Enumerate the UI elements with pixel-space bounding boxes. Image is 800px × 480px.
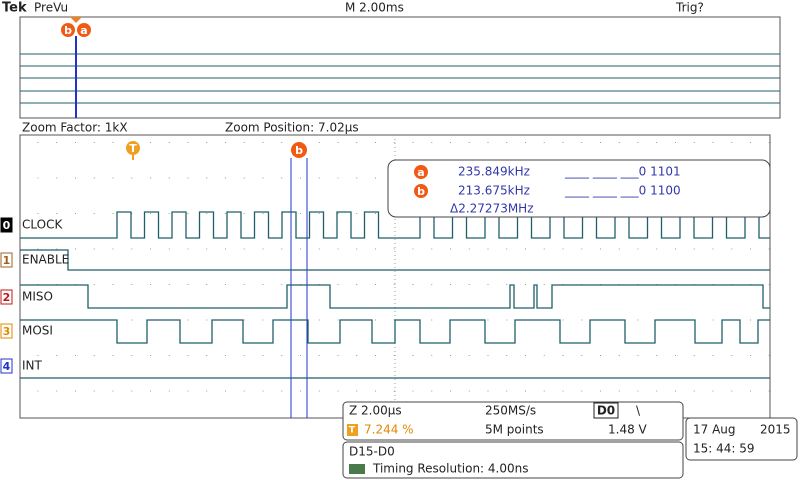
zoom-position: Zoom Position: 7.02µs: [225, 121, 359, 135]
readout-badge: [414, 184, 428, 198]
readout-rows: a 235.849kHz ____ ____ ___0 1101 b 213.675kH…: [414, 165, 681, 198]
channel-number: 0: [3, 219, 11, 232]
trigger-icon: [347, 424, 358, 436]
timebase: M 2.00ms: [345, 1, 404, 15]
channel-badge: [0, 358, 13, 374]
datetime-box: [685, 417, 798, 461]
channel-number: 2: [3, 291, 11, 304]
zoom-factor: Zoom Factor: 1kX: [22, 121, 128, 135]
cursor-readout: [387, 159, 771, 218]
trigger-source: D0: [597, 404, 615, 418]
channel-name: CLOCK: [22, 218, 63, 232]
time: 15: 44: 59: [693, 442, 755, 456]
channel-number: 1: [3, 254, 11, 267]
enable-trace: [20, 249, 770, 271]
bus-icon: [349, 464, 365, 474]
channel-badge: [0, 323, 13, 339]
cursor-b-badge: [61, 23, 75, 37]
trigger-pointer: [70, 17, 82, 23]
bus-box: [342, 441, 684, 479]
brand: Tek: [2, 1, 27, 16]
bus-name: D15-D0: [349, 445, 395, 459]
channel-name: ENABLE: [22, 253, 69, 267]
overview-panel: [19, 16, 781, 119]
channel-number: 4: [3, 360, 11, 373]
delta: Δ2.27273MHz: [450, 202, 534, 216]
overview-traces: [20, 53, 780, 104]
zoom-scale: Z 2.00µs: [349, 404, 402, 418]
mosi-trace: [20, 319, 770, 344]
channel-name: MISO: [22, 290, 53, 304]
channel-number: 3: [3, 325, 11, 338]
readout-marker: b: [417, 185, 425, 198]
date: 17 Aug: [693, 423, 736, 437]
miso-trace: [20, 284, 770, 309]
cursor-b-label: b: [64, 24, 72, 37]
source-box: [593, 402, 619, 419]
year: 2015: [760, 423, 791, 437]
trigger-badge: [126, 141, 140, 155]
readout-frequency: 213.675kHz: [458, 184, 530, 198]
zoom-cursor-badge: [291, 142, 307, 158]
trigger-icon-label: T: [349, 426, 356, 436]
channel-name: INT: [22, 359, 43, 373]
readout-badge: [414, 165, 428, 179]
trigger-level: 1.48 V: [608, 423, 648, 437]
cursor-a-label: a: [80, 24, 87, 37]
readout-bits: ____ ____ ___0 1100: [564, 184, 681, 198]
channel-labels: 0 CLOCK 1 ENABLE 2 MISO 3 MOSI 4 INT: [0, 217, 69, 374]
channel-badge: [0, 289, 13, 305]
trigger-slope: \: [636, 404, 641, 418]
trigger-position: 7.244 %: [364, 423, 414, 437]
mode: PreVu: [34, 1, 68, 15]
zoom-cursor-label: b: [295, 144, 303, 157]
readout-bits: ____ ____ ___0 1101: [564, 165, 681, 179]
record-length: 5M points: [485, 423, 544, 437]
trigger-label: T: [129, 142, 137, 155]
readout-marker: a: [417, 166, 424, 179]
readout-frequency: 235.849kHz: [458, 165, 530, 179]
channel-badge: [0, 252, 13, 268]
cursor-a-badge: [77, 23, 91, 37]
timing-resolution: Timing Resolution: 4.00ns: [372, 462, 529, 476]
sample-rate: 250MS/s: [485, 404, 536, 418]
channel-badge: [0, 217, 13, 233]
trigger-state: Trig?: [675, 1, 704, 15]
channel-name: MOSI: [22, 324, 53, 338]
